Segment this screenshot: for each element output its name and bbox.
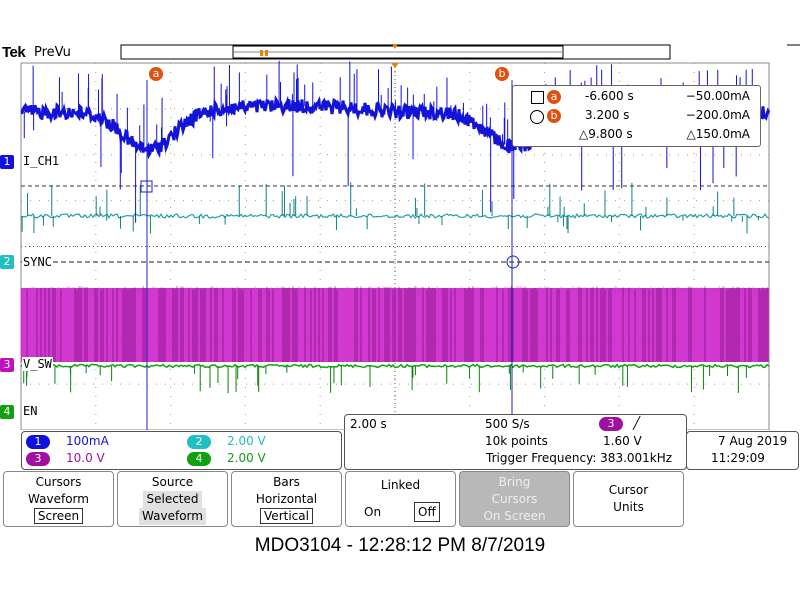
cursors-softkey[interactable]: Cursors Waveform Screen: [3, 471, 114, 527]
cursor-a-marker[interactable]: a: [149, 67, 163, 81]
bring-softkey-line1: Bring: [498, 475, 531, 489]
ch1-trace-label: I_CH1: [22, 154, 61, 168]
cursor-a-time: -6.600 s: [585, 89, 634, 103]
ch4-ground-marker[interactable]: 4: [0, 405, 14, 419]
ch2-badge: 2: [187, 435, 211, 449]
cursor-delta-time: △9.800 s: [579, 127, 633, 141]
bars-softkey-option-vertical: Vertical: [260, 508, 313, 524]
ch2-waveform: [20, 182, 770, 234]
source-softkey[interactable]: Source Selected Waveform: [117, 471, 228, 527]
cursors-softkey-title: Cursors: [35, 475, 82, 489]
bring-softkey-line3: On Screen: [483, 509, 546, 523]
ch1-scale: 100mA: [66, 434, 109, 448]
bars-softkey-option-horizontal: Horizontal: [255, 492, 318, 506]
trigger-position-marker: [392, 44, 398, 49]
date-text: 7 Aug 2019: [718, 434, 788, 448]
linked-softkey[interactable]: Linked On Off: [345, 471, 456, 527]
source-softkey-title: Source: [151, 475, 194, 489]
ch3-waveform: [20, 286, 769, 362]
date-time-panel: 7 Aug 2019 11:29:09: [686, 431, 799, 470]
source-softkey-option-waveform: Waveform: [139, 508, 206, 525]
trigger-channel-badge: 3: [599, 417, 623, 431]
bring-softkey-line2: Cursors: [491, 492, 538, 506]
ch3-badge: 3: [26, 452, 50, 466]
ch3-trace-label: V_SW: [22, 357, 53, 371]
cursor-units-line2: Units: [613, 500, 644, 514]
bring-cursors-on-screen-softkey[interactable]: Bring Cursors On Screen: [459, 471, 570, 527]
acquisition-mode-label: PreVu: [34, 45, 71, 60]
ch4-badge: 4: [187, 452, 211, 466]
source-softkey-option-selected: Selected: [143, 491, 202, 508]
cursor-readout: a -6.600 s −50.00mA b 3.200 s −200.0mA △…: [512, 85, 761, 147]
ch4-trace-label: EN: [22, 404, 39, 418]
channel-scale-panel[interactable]: 1 100mA 2 2.00 V 3 10.0 V 4 2.00 V: [21, 431, 342, 470]
cursor-a-badge: a: [547, 90, 561, 104]
record-length: 10k points: [485, 434, 548, 448]
cursor-b-badge: b: [547, 109, 561, 123]
ch4-scale: 2.00 V: [227, 451, 266, 465]
time-per-div: 2.00 s: [350, 417, 387, 431]
oscilloscope-screen: Tek PreVu a b 1 2 3 4 I_CH1 SYNC V_SW EN…: [0, 44, 800, 527]
acquisition-info-panel[interactable]: 2.00 s 500 S/s 3 ╱ 10k points 1.60 V Tri…: [344, 414, 687, 470]
trigger-level: 1.60 V: [603, 434, 642, 448]
trigger-frequency: Trigger Frequency: 383.001kHz: [486, 451, 673, 465]
waveform-display: [20, 44, 800, 430]
cursor-units-softkey[interactable]: Cursor Units: [573, 471, 684, 527]
trigger-slope-icon: ╱: [633, 416, 641, 430]
sample-rate: 500 S/s: [485, 417, 530, 431]
ch2-ground-marker[interactable]: 2: [0, 255, 14, 269]
ch2-trace-label: SYNC: [22, 255, 53, 269]
bars-softkey[interactable]: Bars Horizontal Vertical: [231, 471, 342, 527]
ch1-ground-marker[interactable]: 1: [0, 155, 14, 169]
ch3-ground-marker[interactable]: 3: [0, 358, 14, 372]
ch3-scale: 10.0 V: [66, 451, 105, 465]
cursor-a-square-icon: [531, 91, 544, 104]
linked-on-option: On: [364, 505, 382, 519]
screenshot-caption: MDO3104 - 12:28:12 PM 8/7/2019: [254, 535, 546, 556]
ch1-badge: 1: [26, 435, 50, 449]
cursors-softkey-option-waveform: Waveform: [28, 492, 89, 506]
cursor-b-circle-icon: [530, 110, 544, 124]
cursor-delta-value: △150.0mA: [686, 127, 750, 141]
cursor-b-marker[interactable]: b: [495, 67, 509, 81]
ch2-scale: 2.00 V: [227, 434, 266, 448]
cursor-a-value: −50.00mA: [685, 89, 750, 103]
cursors-softkey-option-screen: Screen: [33, 508, 84, 524]
cursor-b-value: −200.0mA: [685, 108, 750, 122]
bars-softkey-title: Bars: [273, 475, 300, 489]
cursor-units-line1: Cursor: [608, 483, 649, 497]
expansion-point-marker: [260, 50, 263, 56]
linked-softkey-title: Linked: [380, 478, 421, 492]
brand-logo: Tek: [2, 44, 26, 61]
linked-off-option: Off: [414, 502, 440, 522]
cursor-b-circle-marker: [506, 255, 520, 269]
cursor-b-time: 3.200 s: [585, 108, 630, 122]
time-text: 11:29:09: [711, 451, 765, 465]
cursor-a-square-marker: [140, 180, 153, 193]
